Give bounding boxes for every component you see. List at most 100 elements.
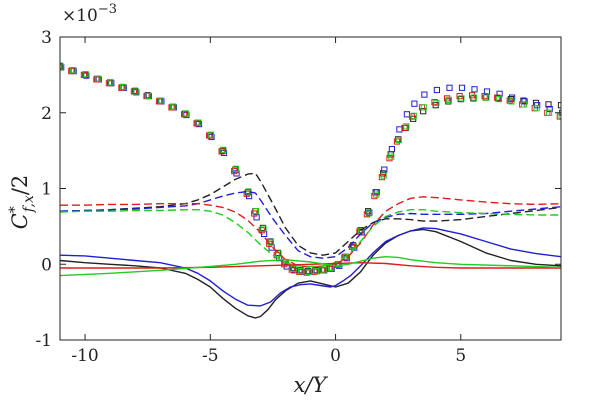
data-point [446,84,453,91]
data-point [506,97,513,104]
series-7 [60,208,561,268]
data-point [275,250,282,257]
data-point [297,267,304,274]
data-point [181,111,188,118]
y-axis-multiplier: ×10−3 [62,2,117,26]
data-point [533,105,540,112]
data-point [303,269,310,276]
data-point [373,191,380,198]
data-point [68,68,75,75]
data-point [305,268,312,275]
x-tick-label: 5 [455,346,466,366]
data-point [145,93,152,100]
y-axis-label-tail: /2 [8,175,32,195]
data-point [95,75,102,82]
data-point [118,84,125,91]
data-point [296,268,303,275]
data-point [408,113,416,120]
data-point [311,268,318,275]
data-point [520,97,527,104]
data-point [495,96,503,103]
data-point [232,165,240,172]
data-point [155,98,163,105]
data-point [380,172,387,179]
data-point [388,146,395,153]
data-point [363,211,370,218]
data-point [483,94,490,101]
data-point [396,126,403,133]
data-point [252,208,260,215]
data-point [290,265,297,272]
data-point [403,123,410,130]
data-point [195,119,202,126]
data-point [60,63,64,70]
series-5 [60,190,561,259]
data-point [420,104,427,111]
y-axis-multiplier-exp: −3 [98,2,117,17]
data-point [401,124,408,132]
data-point [207,131,215,138]
data-point [288,266,295,273]
y-tick-label: 1 [41,180,52,200]
data-point [313,268,320,275]
data-point [508,98,515,105]
data-point [395,136,402,144]
data-point [341,254,348,261]
series-line-10 [60,262,561,269]
data-point [132,88,139,95]
data-point [365,210,372,217]
data-point [494,94,501,101]
data-point [70,67,77,74]
data-point [444,95,451,102]
y-tick-label: 0 [41,255,52,275]
data-point [381,166,388,173]
series-line-9 [60,227,561,307]
axes-frame [59,36,562,341]
data-point [545,101,552,108]
series-line-5 [60,190,561,259]
data-point [182,110,190,117]
data-point [193,120,200,127]
x-tick-label: -10 [71,346,98,366]
series-9 [60,227,561,307]
data-point [378,174,385,181]
series-6 [60,196,561,268]
data-point [206,132,213,139]
data-point [266,240,273,247]
data-point [157,97,164,104]
data-point [445,96,452,104]
y-axis-multiplier-base: ×10 [62,6,98,26]
data-point [320,266,327,273]
data-point [433,99,440,107]
series-11 [60,256,561,277]
data-point [60,64,62,71]
data-point [107,79,114,86]
data-point [105,80,113,87]
data-point [132,87,139,94]
series-4 [60,172,561,256]
data-point [470,94,477,101]
data-point [431,99,438,106]
data-point [298,268,305,275]
series-line-11 [60,256,561,277]
data-point [304,268,312,275]
data-point [410,112,417,119]
data-point [433,86,440,94]
series-3 [60,63,561,275]
data-point [458,95,465,102]
data-point [403,111,410,118]
data-point [168,104,175,111]
data-point [411,100,418,107]
data-point [144,92,151,99]
data-point [318,267,325,274]
y-tick-label: -1 [35,331,52,351]
series-line-8 [60,228,561,319]
data-point [326,265,333,272]
data-point [458,84,466,91]
data-point [312,267,319,274]
plot-area [60,62,561,319]
y-axis-label: C*f,x/2 [7,175,37,230]
x-tick-label: -5 [202,346,219,366]
